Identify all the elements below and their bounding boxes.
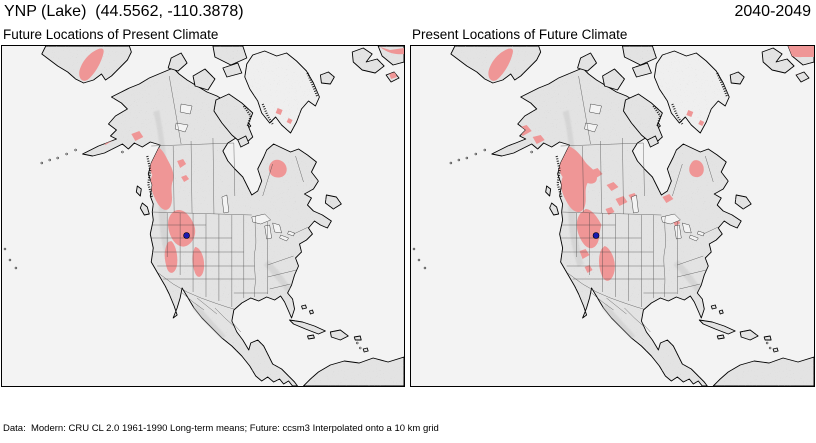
analog-region-greenland-coast-1 (275, 108, 283, 115)
analog-region-nw-europe-streak (380, 47, 404, 55)
map-svg-left (2, 46, 404, 386)
map-present-locations-of-future-climate (410, 45, 815, 387)
analog-region-utah-strip (164, 241, 178, 273)
analog-region-bc-rockies-band (148, 146, 174, 210)
analog-region-south-alaska-spot (131, 131, 144, 141)
figure-title: YNP (Lake) (44.5562, -110.3878) (4, 3, 244, 20)
figure-period: 2040-2049 (734, 3, 811, 20)
map-label-present-locations: Present Locations of Future Climate (412, 27, 628, 42)
reference-point-marker (592, 232, 600, 239)
analog-region-saskatchewan-spot-2 (615, 196, 628, 206)
analog-region-ontario-spot (662, 194, 674, 203)
analog-region-alaska-interior-2 (532, 135, 545, 144)
analog-region-quebec-blob (689, 160, 704, 178)
analog-region-bc-alberta-band (557, 145, 597, 213)
analog-region-utah-spot-2 (584, 265, 593, 273)
analog-region-colorado-blob (598, 246, 615, 281)
analog-region-saskatchewan-spot-3 (605, 207, 615, 215)
analog-region-bc-satellite-2 (181, 175, 190, 182)
credits: Data: Modern: CRU CL 2.0 1961-1990 Long-… (3, 391, 687, 443)
analog-region-greenland-coast-2 (286, 118, 293, 124)
analog-region-quebec-blob (268, 159, 287, 178)
analog-region-alaska-peninsula-band (79, 48, 104, 81)
analog-region-saskatchewan-spot-1 (606, 182, 619, 191)
map-svg-right (411, 46, 814, 386)
analog-region-alberta-east-ext (589, 168, 603, 179)
analog-region-utah-spot-1 (579, 249, 590, 259)
map-label-future-locations: Future Locations of Present Climate (3, 27, 219, 42)
reference-point-marker (183, 232, 190, 239)
analog-region-greenland-coast-2 (698, 120, 705, 126)
analog-region-alaska-peninsula-band (488, 48, 513, 81)
analog-region-bc-satellite-1 (177, 159, 187, 168)
map-future-locations-of-present-climate (1, 45, 405, 387)
analog-region-nw-europe-spot (389, 72, 398, 79)
credit-data-line: Data: Modern: CRU CL 2.0 1961-1990 Long-… (3, 423, 439, 434)
analog-region-colorado-strip (192, 247, 205, 277)
analog-region-greenland-coast-1 (686, 110, 694, 117)
